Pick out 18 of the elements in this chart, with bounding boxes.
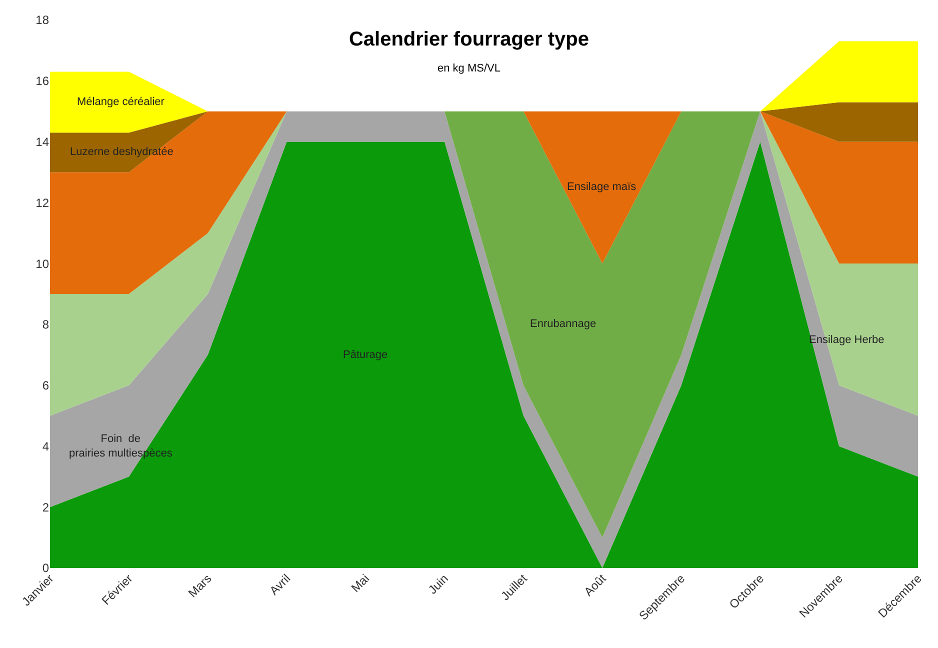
y-tick-label: 18 [36,13,50,28]
y-tick-label: 16 [36,74,50,88]
y-tick-label: 6 [42,378,50,393]
chart-title: Calendrier fourrager type [348,28,590,50]
x-tick-label: Mai [348,571,372,596]
series-label: Pâturage [343,349,388,361]
y-tick-label: 4 [42,439,50,454]
text: en kg MS/VL [438,62,500,74]
y-tick-label: 14 [36,134,50,149]
y-tick-label: 2 [42,500,50,514]
y-tick-label: 12 [36,196,50,210]
y-tick-label: 10 [36,256,50,271]
x-tick-label: Juin [425,571,451,597]
y-tick-label: 0 [42,561,50,576]
series-label: Mélange céréalier [77,96,165,108]
series-label: Ensilage maïs [567,181,637,193]
series-label: Enrubannage [530,318,596,330]
y-tick-label: 8 [42,318,50,332]
